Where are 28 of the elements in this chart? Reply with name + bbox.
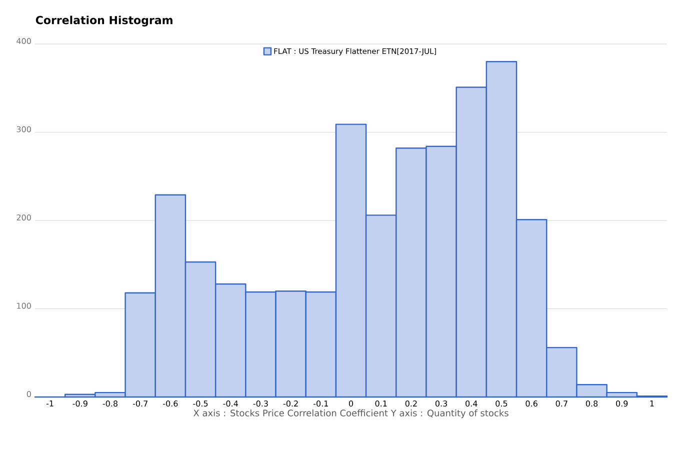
x-tick-label: -1: [46, 400, 54, 406]
x-tick-label: 1: [650, 400, 654, 406]
x-tick-label: 0.5: [496, 400, 508, 407]
x-axis-title: X axis : Stocks Price Correlation Coefficient Y axis : Quantity of stocks: [193, 409, 508, 418]
x-tick-label: 0.4: [466, 400, 478, 407]
y-tick-label: 100: [17, 302, 31, 309]
x-tick-label: -0.6: [163, 400, 178, 407]
y-tick-label: 300: [16, 126, 31, 132]
y-tick-label: 200: [16, 214, 31, 221]
x-tick-label: -0.1: [313, 400, 328, 407]
x-tick-label: -0.4: [223, 400, 238, 407]
x-tick-label: 0.6: [526, 400, 538, 407]
x-tick-label: 0: [348, 400, 354, 407]
x-tick-label: 0.2: [405, 400, 417, 407]
x-tick-label: -0.3: [253, 400, 268, 407]
x-tick-label: -0.8: [102, 400, 118, 407]
x-tick-label: -0.5: [193, 400, 208, 407]
x-tick-label: -0.2: [283, 400, 298, 407]
y-tick-label: 400: [16, 38, 31, 44]
x-tick-label: 0.3: [435, 400, 448, 407]
x-tick-label: 0.8: [586, 400, 598, 407]
x-tick-label: -0.9: [72, 400, 88, 407]
x-tick-label: -0.7: [132, 400, 148, 407]
chart-title: Correlation Histogram: [36, 16, 172, 26]
x-tick-label: 0.9: [616, 400, 628, 407]
x-tick-label: 0.1: [375, 400, 387, 407]
y-tick-label: 0: [26, 390, 31, 398]
x-tick-label: 0.7: [556, 400, 568, 407]
